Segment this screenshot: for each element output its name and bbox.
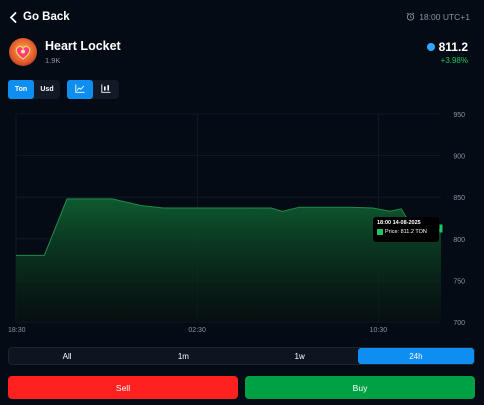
price-value: 811.2 <box>438 40 468 54</box>
currency-ton-button[interactable]: Ton <box>8 80 34 99</box>
alarm-clock-icon <box>406 12 415 23</box>
price-area <box>16 198 441 322</box>
chart-last-point-marker <box>439 224 443 233</box>
item-title: Heart Locket <box>45 39 121 53</box>
ton-coin-icon <box>426 43 435 51</box>
tab-1w[interactable]: 1w <box>294 351 305 361</box>
tab-1m[interactable]: 1m <box>177 351 189 361</box>
item-supply: 1.9K <box>45 56 61 65</box>
chart-tooltip: 18:00 14-08-2025 Price: 811.2 TON <box>373 217 439 242</box>
price-display: 811.2 <box>426 40 468 54</box>
tooltip-swatch <box>377 229 383 235</box>
chevron-left-icon <box>9 11 17 23</box>
line-chart-button[interactable] <box>67 80 93 99</box>
x-tick-label: 18:30 <box>8 327 26 334</box>
y-tick-label: 800 <box>453 237 465 244</box>
tooltip-date: 18:00 14-08-2025 <box>377 220 421 226</box>
y-tick-label: 900 <box>453 154 465 161</box>
back-label: Go Back <box>23 11 70 23</box>
heart-locket-icon <box>9 38 37 66</box>
chart-type-toggle <box>67 80 119 99</box>
back-button[interactable]: Go Back <box>9 8 70 26</box>
price-chart[interactable]: 950 900 850 800 750 700 18:30 02:30 10:30 <box>0 104 484 340</box>
tooltip-label: Price: 811.2 TON <box>385 229 427 235</box>
time-display: 18:00 UTC+1 <box>406 10 470 24</box>
candlestick-chart-icon <box>101 84 111 95</box>
currency-usd-button[interactable]: Usd <box>40 86 54 93</box>
candlestick-chart-button[interactable] <box>93 80 119 99</box>
buy-button[interactable]: Buy <box>245 376 475 399</box>
price-line <box>16 198 442 256</box>
sell-button[interactable]: Sell <box>8 376 238 399</box>
currency-toggle: Ton Usd <box>8 80 60 99</box>
line-chart-icon <box>75 84 85 95</box>
x-tick-label: 02:30 <box>188 327 206 334</box>
time-label: 18:00 UTC+1 <box>419 12 470 22</box>
range-tabs: All 1m 1w 24h <box>8 347 475 365</box>
y-tick-label: 750 <box>453 278 465 285</box>
tab-all[interactable]: All <box>62 351 72 361</box>
price-change: +3.98% <box>440 56 468 65</box>
y-tick-label: 700 <box>453 320 465 327</box>
tab-24h[interactable]: 24h <box>357 348 474 364</box>
x-tick-label: 10:30 <box>370 327 388 334</box>
y-tick-label: 850 <box>453 195 465 202</box>
y-tick-label: 950 <box>453 112 465 119</box>
